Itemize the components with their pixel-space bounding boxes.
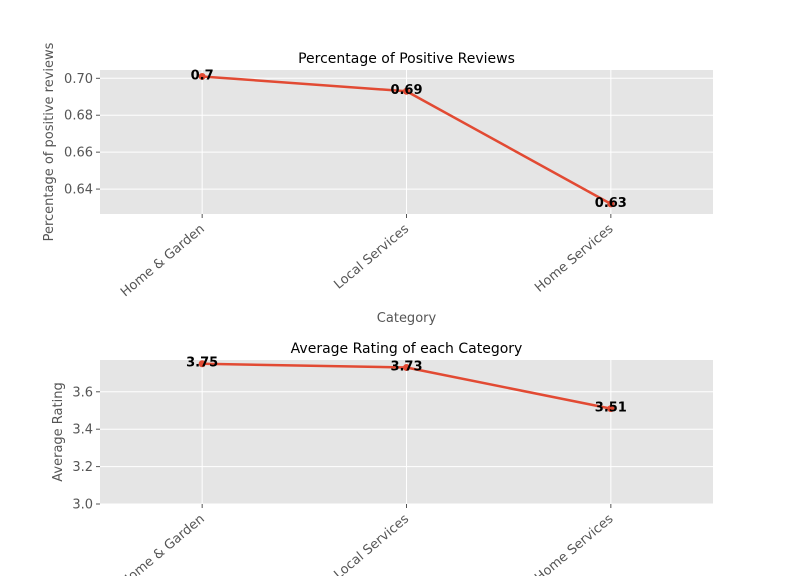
x-tick-label: Local Services (331, 221, 412, 292)
data-label: 0.63 (595, 196, 627, 211)
data-point (607, 200, 615, 208)
chart-title: Average Rating of each Category (291, 341, 523, 357)
y-axis-label: Percentage of positive reviews (42, 42, 57, 241)
x-tick-label: Home & Garden (118, 222, 208, 301)
data-label: 0.69 (390, 83, 422, 98)
y-tick-label: 3.4 (72, 423, 93, 438)
data-label: 3.75 (186, 356, 218, 371)
data-point (607, 405, 615, 413)
x-tick-label: Local Services (331, 511, 412, 576)
x-tick-label: Home Services (532, 511, 616, 576)
y-tick-label: 0.70 (64, 72, 93, 87)
chart-panel-positive-reviews: 0.64 0.66 0.68 0.70 Home & Garden Local Servi… (42, 42, 713, 326)
chart-title: Percentage of Positive Reviews (298, 51, 515, 67)
y-axis-label: Average Rating (51, 382, 66, 481)
y-tick-label: 3.2 (72, 460, 93, 475)
data-label: 0.7 (191, 68, 214, 83)
y-tick-label: 0.66 (64, 146, 93, 161)
y-tick-label: 0.68 (64, 109, 93, 124)
x-tick-label: Home & Garden (118, 512, 208, 576)
chart-panel-average-rating: 3.0 3.2 3.4 3.6 Home & Garden Local Services H… (51, 341, 713, 576)
y-tick-label: 3.0 (72, 498, 93, 513)
data-point (403, 363, 410, 371)
y-tick-label: 3.6 (72, 385, 93, 400)
x-tick-label: Home Services (532, 221, 616, 295)
data-label: 3.51 (595, 401, 627, 416)
y-tick-label: 0.64 (64, 183, 93, 198)
data-label: 3.73 (390, 359, 422, 374)
data-point (198, 360, 206, 368)
x-axis-label: Category (377, 311, 437, 326)
data-point (198, 72, 206, 80)
data-point (403, 87, 410, 95)
